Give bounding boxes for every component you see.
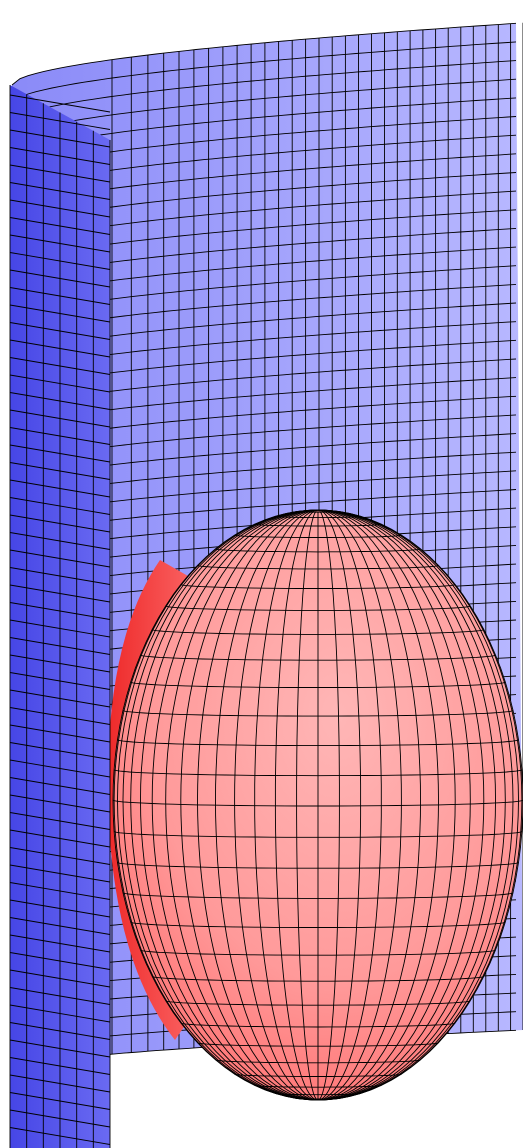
ellipsoid-longitude-line — [254, 509, 319, 1101]
strip-latitude-line — [9, 1092, 111, 1110]
strip-latitude-line — [9, 497, 111, 515]
ellipsoid-longitude-line — [117, 509, 319, 1101]
ellipsoid-longitude-line — [317, 509, 485, 1101]
ellipsoid-longitude-line — [180, 509, 319, 1101]
strip-latitude-line — [9, 987, 111, 1005]
strip-latitude-line — [9, 1074, 111, 1093]
strip-latitude-line — [9, 409, 111, 428]
strip-latitude-line — [9, 357, 111, 375]
ellipsoid-longitude-line — [317, 509, 496, 1101]
ellipsoid-longitude-line — [317, 509, 439, 1101]
ellipsoid-longitude-line — [317, 509, 362, 1101]
strip-latitude-line — [9, 602, 111, 620]
strip-latitude-line — [9, 374, 111, 393]
strip-latitude-line — [9, 882, 111, 900]
strip-latitude-line — [9, 637, 111, 655]
strip-latitude-line — [9, 479, 111, 498]
strip-latitude-line — [9, 94, 111, 113]
strip-latitude-line — [9, 1057, 111, 1075]
ellipsoid-surface — [107, 509, 523, 1101]
cylinder-latitude-line — [11, 41, 517, 104]
ellipsoid-longitude-line — [317, 509, 519, 1101]
strip-latitude-line — [9, 549, 111, 568]
strip-latitude-line — [9, 794, 111, 813]
ellipsoid-longitude-line — [317, 509, 514, 1101]
strip-latitude-line — [9, 269, 111, 288]
strip-latitude-line — [9, 462, 111, 480]
strip-latitude-line — [9, 217, 111, 235]
strip-latitude-line — [9, 654, 111, 673]
strip-latitude-line — [9, 147, 111, 165]
strip-latitude-line — [9, 199, 111, 218]
cylinder-latitude-line — [11, 78, 517, 140]
ellipsoid-longitude-line — [317, 509, 506, 1101]
strip-latitude-line — [9, 759, 111, 778]
strip-latitude-line — [9, 339, 111, 358]
strip-latitude-line — [9, 1022, 111, 1040]
cylinder-front-strip — [9, 85, 111, 1148]
strip-latitude-line — [9, 532, 111, 550]
ellipsoid-longitude-line — [122, 509, 319, 1101]
strip-latitude-line — [9, 1039, 111, 1058]
strip-latitude-line — [9, 952, 111, 970]
strip-latitude-line — [9, 129, 111, 148]
strip-latitude-line — [9, 444, 111, 463]
strip-latitude-line — [9, 584, 111, 603]
strip-latitude-line — [9, 899, 111, 918]
ellipsoid-longitude-line — [197, 509, 319, 1101]
strip-latitude-line — [9, 969, 111, 988]
ellipsoid-longitude-line — [113, 509, 319, 1101]
strip-latitude-line — [9, 619, 111, 638]
ellipsoid-longitude-line — [317, 509, 421, 1101]
strip-latitude-line — [9, 812, 111, 830]
strip-latitude-line — [9, 1109, 111, 1128]
ellipsoid-longitude-line — [140, 509, 319, 1101]
strip-latitude-line — [9, 689, 111, 708]
strip-latitude-line — [9, 304, 111, 323]
strip-latitude-line — [9, 164, 111, 183]
ellipsoid-longitude-line — [215, 509, 319, 1101]
strip-latitude-line — [9, 287, 111, 305]
ellipsoid-longitude-line — [151, 509, 319, 1101]
strip-latitude-line — [9, 672, 111, 690]
ellipsoid-longitude-line — [317, 509, 382, 1101]
cylinder-latitude-line — [11, 60, 517, 122]
strip-latitude-line — [9, 829, 111, 848]
strip-latitude-line — [9, 392, 111, 410]
strip-latitude-line — [9, 707, 111, 725]
strip-latitude-line — [9, 234, 111, 253]
ellipsoid-longitude-line — [165, 509, 319, 1101]
strip-latitude-line — [9, 567, 111, 585]
strip-latitude-line — [9, 1127, 111, 1145]
ellipsoid-longitude-line — [317, 509, 402, 1101]
cylinder-front-strip-grid — [9, 85, 111, 1148]
strip-latitude-line — [9, 514, 111, 533]
cylinder-latitude-line — [11, 22, 517, 86]
strip-latitude-line — [9, 934, 111, 953]
strip-latitude-line — [9, 724, 111, 743]
strip-latitude-line — [9, 427, 111, 445]
ellipsoid-longitude-line — [234, 509, 319, 1101]
ellipsoid-longitude-line — [274, 509, 319, 1101]
strip-latitude-line — [9, 917, 111, 935]
ellipsoid-longitude-line — [317, 509, 471, 1101]
ellipsoid-longitude-line — [130, 509, 319, 1101]
strip-latitude-line — [9, 182, 111, 200]
ellipsoid-longitude-line — [317, 509, 340, 1101]
ellipsoid-longitude-line — [317, 509, 523, 1101]
strip-latitude-line — [9, 322, 111, 340]
strip-latitude-line — [9, 777, 111, 795]
ellipsoid-longitude-line — [296, 509, 319, 1101]
strip-latitude-line — [9, 742, 111, 760]
strip-latitude-line — [9, 1004, 111, 1023]
ellipsoid-grid — [112, 509, 523, 1101]
ellipsoid-longitude-line — [317, 509, 456, 1101]
strip-latitude-line — [9, 864, 111, 883]
strip-latitude-line — [9, 112, 111, 130]
strip-latitude-line — [9, 847, 111, 865]
strip-latitude-line — [9, 252, 111, 270]
